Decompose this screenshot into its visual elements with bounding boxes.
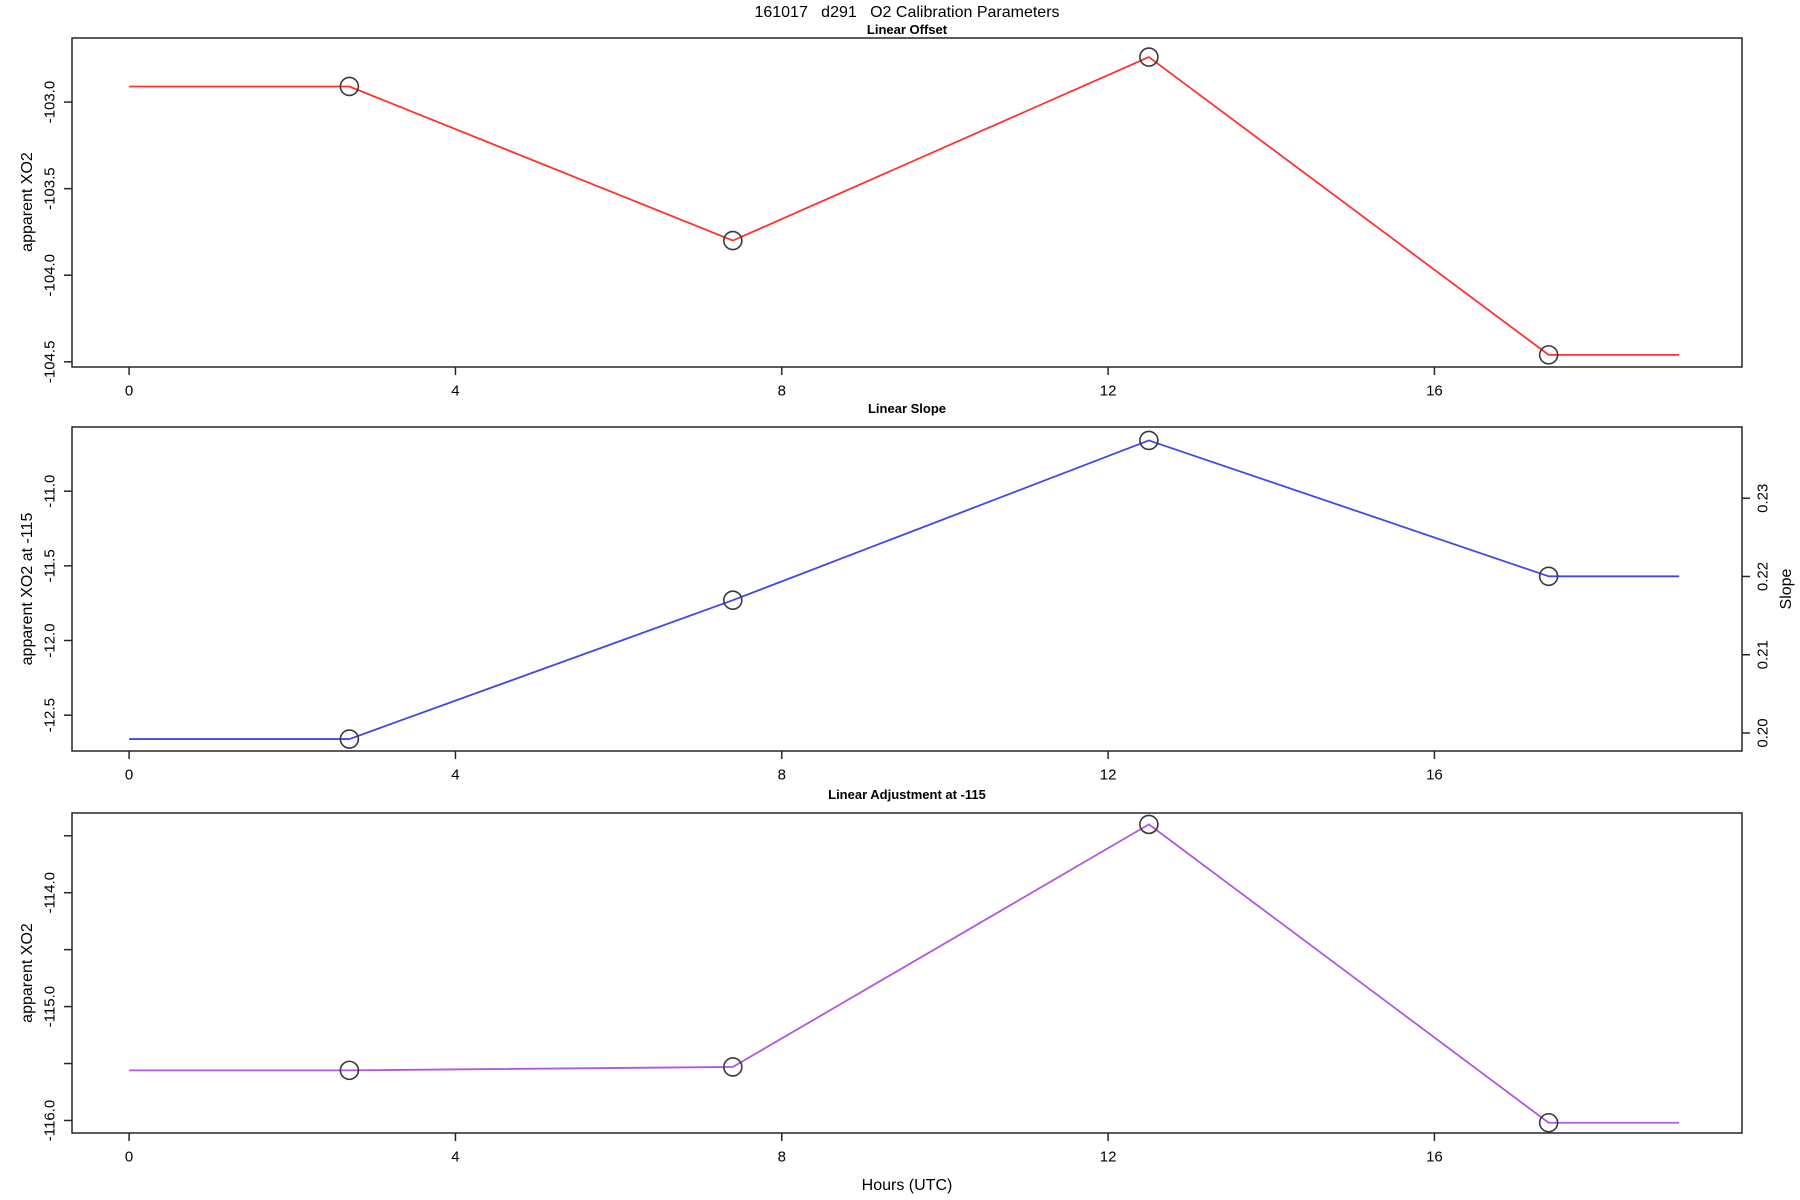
panel-2-y-tick-label: -11.5 — [42, 549, 59, 582]
panel-2-y-tick-right-label: 0.21 — [1755, 640, 1772, 669]
linear-adjustment-marker — [1139, 814, 1159, 835]
panel-1-y-tick-label: -104.5 — [42, 341, 59, 384]
panel-1-y-tick-label: -103.5 — [42, 167, 59, 210]
panel-3-x-tick-label: 12 — [1100, 1149, 1117, 1166]
ylabel-adjustment-panel: apparent XO2 — [19, 923, 36, 1023]
linear-slope-marker — [1538, 566, 1559, 587]
panel-2-x-tick-label: 0 — [125, 767, 133, 784]
panel-1-x-tick-label: 12 — [1100, 383, 1117, 400]
linear-adjustment-marker — [1538, 1112, 1559, 1133]
panel-1-x-tick-label: 4 — [451, 383, 459, 400]
linear-offset-marker — [1538, 345, 1559, 365]
panel-1-y-tick-label: -104.0 — [42, 254, 59, 297]
panel-title-linear-slope: Linear Slope — [867, 401, 947, 416]
panel-2-y-tick-label: -12.0 — [42, 623, 59, 657]
panel-3-x-tick-label: 0 — [125, 1149, 133, 1166]
linear-offset-marker — [339, 76, 360, 97]
panel-1-y-tick-label: -103.0 — [42, 81, 59, 124]
ylabel-slope-panel-right: Slope — [1778, 568, 1795, 610]
linear-slope-marker — [339, 729, 360, 749]
linear-slope-marker — [723, 590, 743, 610]
panel-title-linear-adjustment: Linear Adjustment at -115 — [828, 787, 986, 802]
panel-2-x-tick-label: 16 — [1426, 767, 1443, 784]
ylabel-offset-panel: apparent XO2 — [19, 152, 36, 252]
panel-2-x-tick-label: 8 — [778, 767, 786, 784]
panel-title-linear-offset: Linear Offset — [866, 22, 948, 37]
panel-3-x-tick-label: 16 — [1426, 1149, 1443, 1166]
xlabel: Hours (UTC) — [861, 1177, 953, 1194]
linear-offset-marker — [1139, 47, 1159, 67]
panel-3-y-tick-label: -116.0 — [42, 1100, 59, 1141]
panel-3-y-tick-label: -115.0 — [42, 986, 59, 1027]
panel-2-border — [71, 426, 1743, 752]
main-title: 161017 d291 O2 Calibration Parameters — [754, 4, 1060, 21]
linear-offset-line — [129, 56, 1680, 356]
panel-2-x-tick-label: 12 — [1100, 767, 1117, 784]
linear-adjustment-marker — [723, 1057, 743, 1077]
linear-adjustment-line — [129, 823, 1680, 1124]
panel-1-x-tick-label: 0 — [125, 383, 133, 400]
linear-offset-marker — [723, 230, 743, 251]
panel-3-x-tick-label: 4 — [451, 1149, 459, 1166]
panel-2-x-tick-label: 4 — [451, 767, 459, 784]
panel-3-border — [71, 812, 1743, 1134]
panel-1-x-tick-label: 8 — [778, 383, 786, 400]
ylabel-slope-panel-left: apparent XO2 at -115 — [19, 512, 36, 666]
linear-adjustment-marker — [339, 1060, 360, 1081]
linear-slope-marker — [1139, 430, 1159, 451]
linear-slope-line — [129, 439, 1680, 740]
panel-2-y-tick-right-label: 0.22 — [1755, 562, 1772, 591]
panel-3-y-tick-label: -114.0 — [42, 872, 59, 913]
panel-2-y-tick-label: -11.0 — [42, 475, 59, 508]
panel-2-y-tick-right-label: 0.20 — [1755, 718, 1772, 747]
panel-1-x-tick-label: 16 — [1426, 383, 1443, 400]
panel-2-y-tick-right-label: 0.23 — [1755, 484, 1772, 513]
panel-2-y-tick-label: -12.5 — [42, 698, 59, 732]
panel-1-border — [71, 37, 1743, 368]
panel-3-x-tick-label: 8 — [778, 1149, 786, 1166]
